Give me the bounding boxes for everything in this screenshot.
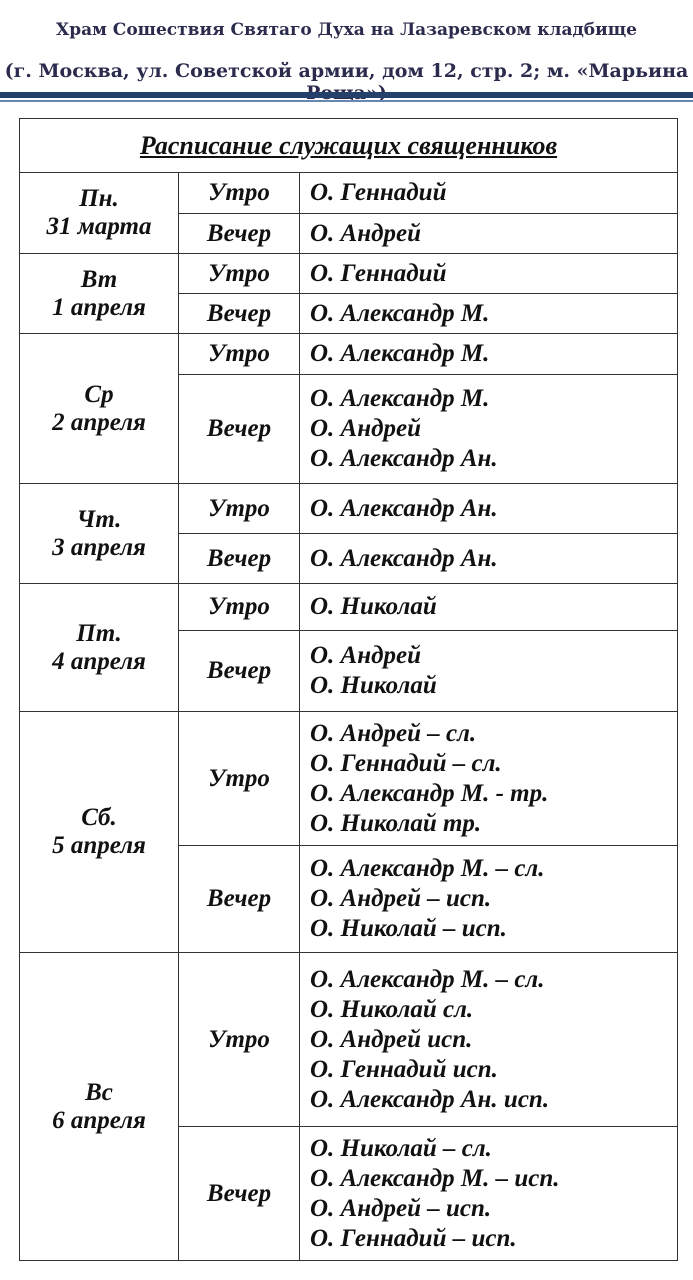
- title-row: Расписание служащих священников: [19, 118, 678, 173]
- weekday: Чт.: [76, 505, 122, 533]
- priest-name: О. Александр М.: [310, 340, 490, 367]
- weekday: Вт: [80, 265, 118, 293]
- priest-name: О. Александр М.: [310, 385, 490, 412]
- service-time: Утро: [178, 583, 300, 631]
- service-time: Вечер: [178, 845, 300, 953]
- priests-cell: О. Геннадий: [299, 172, 678, 214]
- priests-cell: О. Александр Ан.: [299, 533, 678, 584]
- service-time: Утро: [178, 172, 300, 214]
- service-time: Вечер: [178, 374, 300, 484]
- priest-name: О. Андрей исп.: [310, 1025, 473, 1053]
- priests-cell: О. Александр М.: [299, 333, 678, 375]
- priest-name: О. Николай – сл.: [310, 1134, 492, 1162]
- service-row: Чт. 3 апреля Утро О. Александр Ан.: [19, 483, 678, 584]
- day-cell: Вт 1 апреля: [19, 253, 179, 334]
- day-cell: Пт. 4 апреля: [19, 583, 179, 712]
- service-row: Ср 2 апреля Утро О. Александр М.: [19, 333, 678, 484]
- priest-name: О. Александр М.: [310, 299, 490, 327]
- priests-cell: О. Геннадий: [299, 253, 678, 294]
- priests-cell: О. Николай – сл. О. Александр М. – исп. О.…: [299, 1126, 678, 1261]
- date: 4 апреля: [52, 647, 146, 675]
- date: 31 марта: [46, 213, 152, 240]
- priests-cell: О. Александр Ан.: [299, 483, 678, 534]
- priest-name: О. Александр М. – сл.: [310, 965, 545, 993]
- service-row: Сб. 5 апреля Утро О. Андрей – сл. О. Геннади…: [19, 711, 678, 953]
- service-time: Вечер: [178, 533, 300, 584]
- priest-name: О. Андрей – сл.: [310, 719, 477, 747]
- service-time: Вечер: [178, 293, 300, 334]
- priests-cell: О. Андрей О. Николай: [299, 630, 678, 712]
- priests-cell: О. Андрей – сл. О. Геннадий – сл. О. Алекс…: [299, 711, 678, 846]
- priest-name: О. Геннадий: [310, 259, 447, 287]
- priest-name: О. Николай: [310, 593, 437, 620]
- priest-name: О. Андрей – исп.: [310, 1194, 492, 1222]
- priests-cell: О. Александр М. О. Андрей О. Александр Ан.: [299, 374, 678, 484]
- day-cell: Вс 6 апреля: [19, 952, 179, 1261]
- schedule-table: Расписание служащих священников Пн. 31 ма…: [19, 118, 678, 1261]
- service-time: Утро: [178, 333, 300, 375]
- priests-cell: О. Андрей: [299, 213, 678, 254]
- priest-name: О. Александр Ан.: [310, 544, 498, 572]
- date: 1 апреля: [52, 293, 146, 321]
- priest-name: О. Андрей: [310, 219, 422, 247]
- priests-cell: О. Александр М.: [299, 293, 678, 334]
- weekday: Вс: [85, 1078, 113, 1106]
- priest-name: О. Андрей: [310, 642, 422, 669]
- priests-cell: О. Николай: [299, 583, 678, 631]
- service-row: Вт 1 апреля Утро О. Геннадий: [19, 253, 678, 334]
- date: 6 апреля: [52, 1106, 146, 1134]
- service-row: Вечер О. Александр М. – сл. О. Андрей – ис…: [20, 845, 678, 953]
- service-row: Вечер О. Андрей: [20, 213, 678, 254]
- service-row: Вечер О. Александр Ан.: [20, 533, 678, 584]
- day-cell: Сб. 5 апреля: [19, 711, 179, 953]
- divider-thick: [0, 92, 693, 98]
- priest-name: О. Александр Ан.: [310, 494, 498, 522]
- weekday: Пт.: [76, 619, 122, 647]
- service-time: Утро: [178, 711, 300, 846]
- service-time: Утро: [178, 483, 300, 534]
- service-time: Вечер: [178, 1126, 300, 1261]
- date: 2 апреля: [52, 408, 146, 436]
- priest-name: О. Николай – исп.: [310, 915, 507, 942]
- service-row: Вс 6 апреля Утро О. Александр М. – сл. О. Ни…: [19, 952, 678, 1261]
- priest-name: О. Александр М. – исп.: [310, 1164, 560, 1192]
- priest-name: О. Александр М. – сл.: [310, 855, 545, 882]
- priest-name: О. Геннадий – сл.: [310, 749, 502, 777]
- priest-name: О. Геннадий: [310, 179, 447, 206]
- priest-name: О. Андрей: [310, 415, 422, 442]
- priest-name: О. Геннадий исп.: [310, 1055, 498, 1083]
- service-time: Вечер: [178, 213, 300, 254]
- priest-name: О. Александр М. - тр.: [310, 779, 549, 807]
- day-cell: Ср 2 апреля: [19, 333, 179, 484]
- priest-name: О. Андрей – исп.: [310, 885, 492, 912]
- schedule-title: Расписание служащих священников: [139, 130, 558, 160]
- weekday: Сб.: [81, 804, 117, 831]
- day-cell: Чт. 3 апреля: [19, 483, 179, 584]
- date: 5 апреля: [52, 832, 146, 859]
- service-time: Утро: [178, 952, 300, 1127]
- priest-name: О. Александр Ан. исп.: [310, 1085, 550, 1113]
- service-time: Утро: [178, 253, 300, 294]
- priest-name: О. Александр Ан.: [310, 445, 498, 472]
- priest-name: О. Николай сл.: [310, 995, 474, 1023]
- weekday: Пн.: [79, 185, 119, 212]
- priests-cell: О. Александр М. – сл. О. Николай сл. О. Ан…: [299, 952, 678, 1127]
- divider-thin: [0, 100, 693, 102]
- service-row: Вечер О. Андрей О. Николай: [20, 630, 678, 712]
- service-row: Пн. 31 марта Утро О. Геннадий: [19, 172, 678, 254]
- service-row: Вечер О. Николай – сл. О. Александр М. – и…: [20, 1126, 678, 1261]
- priests-cell: О. Александр М. – сл. О. Андрей – исп. О. …: [299, 845, 678, 953]
- service-time: Вечер: [178, 630, 300, 712]
- service-row: Пт. 4 апреля Утро О. Николай: [19, 583, 678, 712]
- priest-name: О. Николай тр.: [310, 809, 482, 837]
- church-name: Храм Сошествия Святаго Духа на Лазаревск…: [56, 20, 637, 40]
- priest-name: О. Николай: [310, 672, 437, 699]
- weekday: Ср: [84, 380, 114, 408]
- date: 3 апреля: [52, 533, 146, 561]
- priest-name: О. Геннадий – исп.: [310, 1224, 517, 1252]
- day-cell: Пн. 31 марта: [19, 172, 179, 254]
